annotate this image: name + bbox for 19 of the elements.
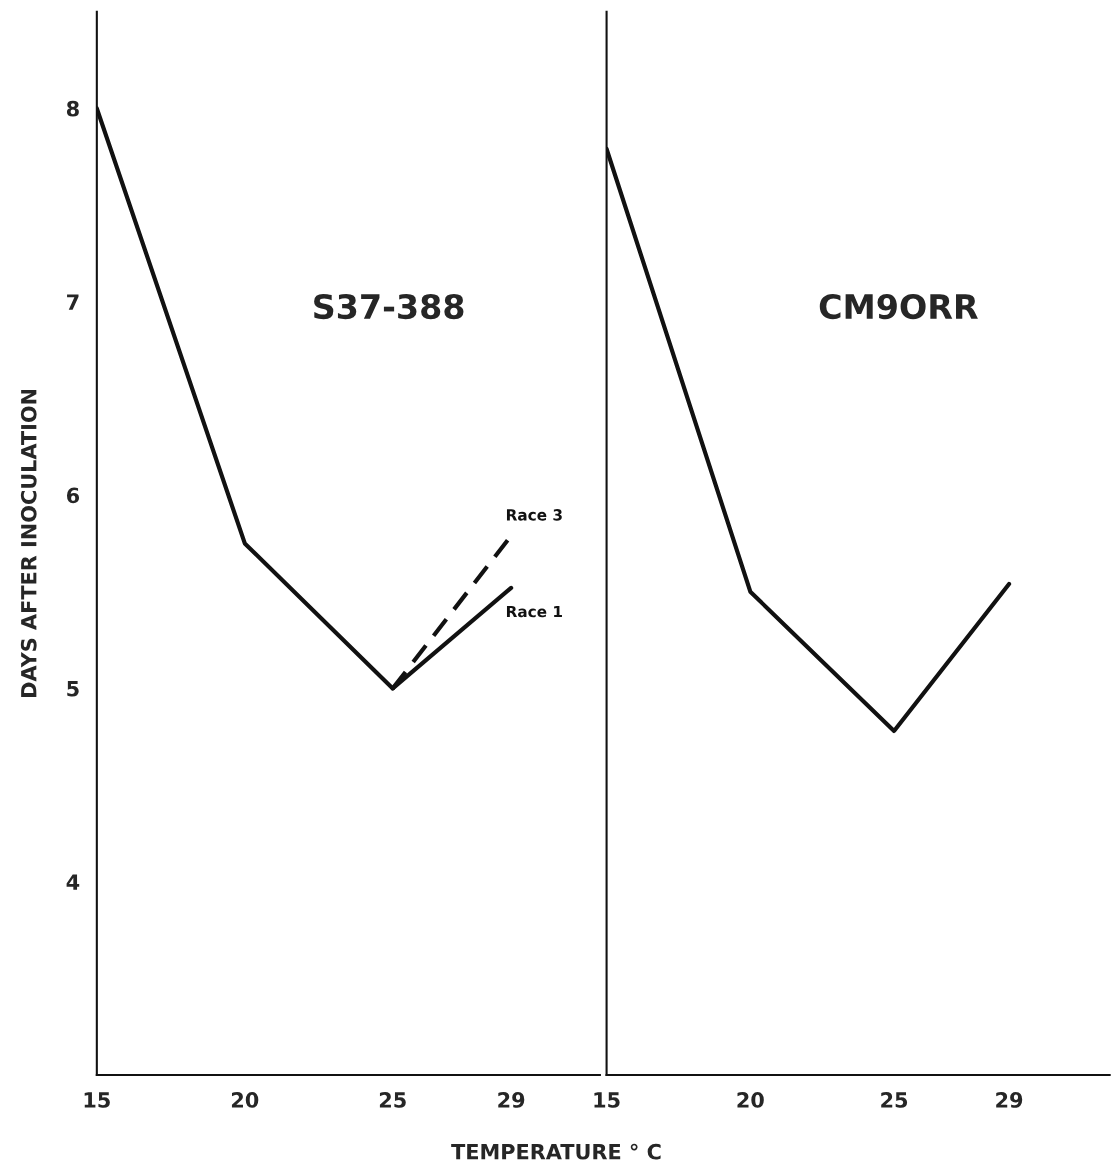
y-tick-label: 8: [66, 100, 79, 117]
y-tick-label: 6: [66, 487, 80, 504]
x-tick-label: 15: [84, 1092, 110, 1108]
series-label: Race 3: [506, 509, 562, 521]
y-tick-label: 4: [66, 874, 80, 890]
x-tick-label: 25: [379, 1092, 406, 1108]
x-axis-title: TEMPERATURE ° C: [451, 1143, 661, 1160]
text: CM9ORR: [819, 293, 978, 320]
y-axis-title: DAYS AFTER INOCULATION: [20, 389, 37, 697]
text: S37-388: [314, 293, 464, 320]
x-tick-label: 25: [881, 1092, 908, 1108]
y-tick-label: 5: [67, 681, 79, 697]
y-tick-label: 7: [67, 294, 79, 310]
x-tick-label: 29: [996, 1092, 1023, 1108]
x-tick-label: 29: [498, 1092, 525, 1108]
x-tick-label: 15: [594, 1092, 620, 1108]
series-label: Race 1: [506, 605, 562, 618]
x-tick-label: 20: [231, 1092, 259, 1108]
x-tick-label: 20: [737, 1092, 764, 1108]
